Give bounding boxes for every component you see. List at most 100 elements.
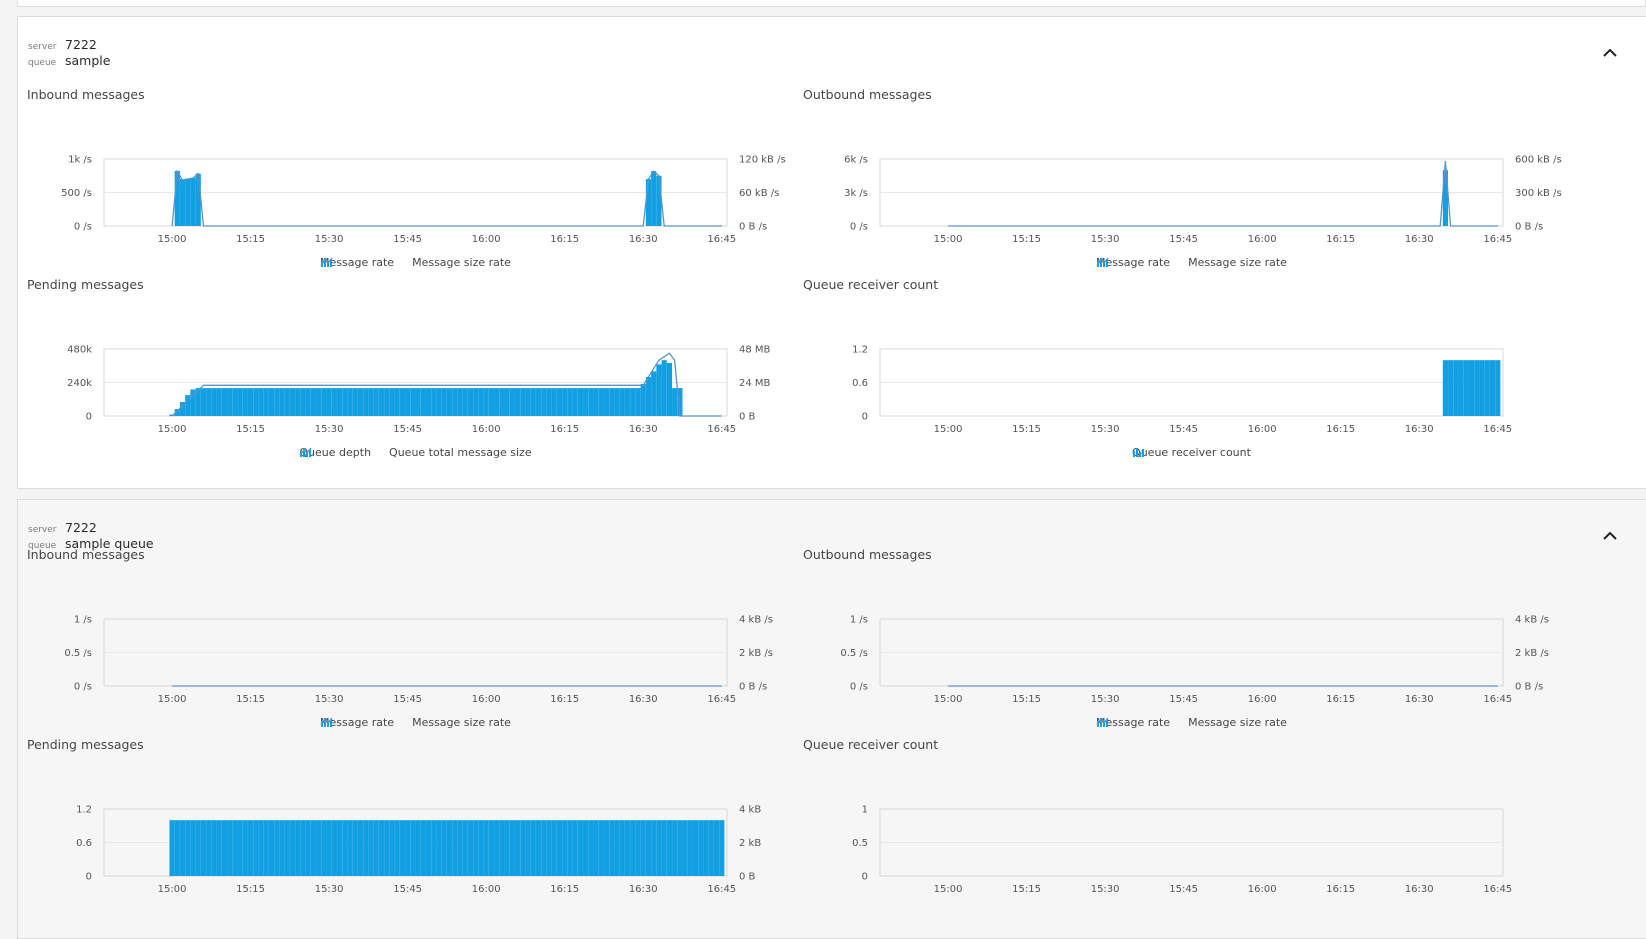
chart-bar[interactable] xyxy=(656,175,662,226)
chart-bar[interactable] xyxy=(227,820,233,876)
chart-bar[interactable] xyxy=(713,820,720,876)
chart-bar[interactable] xyxy=(478,820,484,876)
chart-bar[interactable] xyxy=(645,820,652,876)
chart-bar[interactable] xyxy=(336,820,343,876)
chart-bar[interactable] xyxy=(279,820,285,876)
chart-bar[interactable] xyxy=(651,820,657,876)
chart-bar[interactable] xyxy=(692,820,699,876)
chart-bar[interactable] xyxy=(284,388,290,416)
chart-bar[interactable] xyxy=(200,388,207,416)
chart-bar[interactable] xyxy=(698,820,704,876)
chart-bar[interactable] xyxy=(567,388,573,416)
chart-bar[interactable] xyxy=(577,820,584,876)
chart-bar[interactable] xyxy=(494,820,500,876)
chart-bar[interactable] xyxy=(363,820,369,876)
chart-bar[interactable] xyxy=(598,820,604,876)
chart-bar[interactable] xyxy=(551,820,557,876)
chart-bar[interactable] xyxy=(284,820,290,876)
chart-bar[interactable] xyxy=(289,388,296,416)
chart-bar[interactable] xyxy=(640,383,646,416)
chart-bar[interactable] xyxy=(310,820,317,876)
chart-bar[interactable] xyxy=(247,820,254,876)
chart-bar[interactable] xyxy=(378,388,385,416)
chart-bar[interactable] xyxy=(583,820,589,876)
chart-bar[interactable] xyxy=(394,388,400,416)
chart-bar[interactable] xyxy=(185,395,191,416)
chart-bar[interactable] xyxy=(572,388,578,416)
chart-bar[interactable] xyxy=(598,388,604,416)
chart-bar[interactable] xyxy=(316,388,322,416)
chart-bar[interactable] xyxy=(635,388,641,416)
chart-bar[interactable] xyxy=(352,820,358,876)
chart-bar[interactable] xyxy=(268,820,275,876)
chart-bar[interactable] xyxy=(253,388,259,416)
chart-bar[interactable] xyxy=(389,820,395,876)
chart-bar[interactable] xyxy=(190,177,196,226)
collapse-chevron-icon[interactable] xyxy=(1600,526,1620,546)
chart-bar[interactable] xyxy=(467,388,474,416)
chart-bar[interactable] xyxy=(541,388,547,416)
chart-bar[interactable] xyxy=(331,388,337,416)
chart-bar[interactable] xyxy=(719,820,725,876)
chart-bar[interactable] xyxy=(232,820,238,876)
legend-item-message-size-rate[interactable]: Message size rate xyxy=(320,716,511,729)
chart-bar[interactable] xyxy=(405,388,411,416)
chart-bar[interactable] xyxy=(211,820,217,876)
chart-bar[interactable] xyxy=(535,388,542,416)
chart-bar[interactable] xyxy=(651,171,657,226)
chart-bar[interactable] xyxy=(562,388,568,416)
chart-bar[interactable] xyxy=(185,820,191,876)
legend-item-message-size-rate[interactable]: Message size rate xyxy=(320,256,511,269)
chart-bar[interactable] xyxy=(520,820,526,876)
chart-bar[interactable] xyxy=(263,820,269,876)
chart-bar[interactable] xyxy=(295,388,301,416)
chart-bar[interactable] xyxy=(300,820,306,876)
chart-bar[interactable] xyxy=(588,820,594,876)
chart-bar[interactable] xyxy=(431,388,437,416)
chart-bar[interactable] xyxy=(326,820,332,876)
chart-bar[interactable] xyxy=(336,388,343,416)
chart-bar[interactable] xyxy=(342,388,348,416)
chart-bar[interactable] xyxy=(577,388,584,416)
legend-item-message-size-rate[interactable]: Message size rate xyxy=(1096,256,1287,269)
chart-bar[interactable] xyxy=(562,820,568,876)
chart-bar[interactable] xyxy=(661,360,667,416)
chart-bar[interactable] xyxy=(509,820,515,876)
chart-bar[interactable] xyxy=(206,820,212,876)
chart-bar[interactable] xyxy=(530,388,536,416)
chart-bar[interactable] xyxy=(1468,360,1475,416)
chart-bar[interactable] xyxy=(373,820,379,876)
chart-bar[interactable] xyxy=(179,179,186,226)
chart-bar[interactable] xyxy=(174,171,180,226)
chart-bar[interactable] xyxy=(640,820,646,876)
chart-bar[interactable] xyxy=(509,388,515,416)
chart-bar[interactable] xyxy=(446,388,453,416)
chart-bar[interactable] xyxy=(399,388,406,416)
chart-bar[interactable] xyxy=(195,820,201,876)
chart-bar[interactable] xyxy=(619,388,625,416)
chart-bar[interactable] xyxy=(195,388,201,416)
chart-bar[interactable] xyxy=(415,388,421,416)
chart-bar[interactable] xyxy=(494,388,500,416)
chart-bar[interactable] xyxy=(1489,360,1496,416)
chart-bar[interactable] xyxy=(514,388,521,416)
chart-bar[interactable] xyxy=(546,388,552,416)
chart-bar[interactable] xyxy=(211,388,217,416)
chart-bar[interactable] xyxy=(179,402,186,416)
chart-bar[interactable] xyxy=(525,388,531,416)
chart-bar[interactable] xyxy=(593,820,599,876)
chart-bar[interactable] xyxy=(200,820,207,876)
chart-bar[interactable] xyxy=(478,388,484,416)
chart-bar[interactable] xyxy=(672,820,678,876)
chart-bar[interactable] xyxy=(305,388,311,416)
chart-bar[interactable] xyxy=(609,820,615,876)
chart-bar[interactable] xyxy=(504,820,510,876)
chart-bar[interactable] xyxy=(1484,360,1490,416)
chart-bar[interactable] xyxy=(609,388,615,416)
chart-bar[interactable] xyxy=(263,388,269,416)
chart-bar[interactable] xyxy=(268,388,275,416)
chart-bar[interactable] xyxy=(661,820,667,876)
chart-bar[interactable] xyxy=(174,409,180,416)
chart-bar[interactable] xyxy=(289,820,296,876)
chart-bar[interactable] xyxy=(603,820,610,876)
